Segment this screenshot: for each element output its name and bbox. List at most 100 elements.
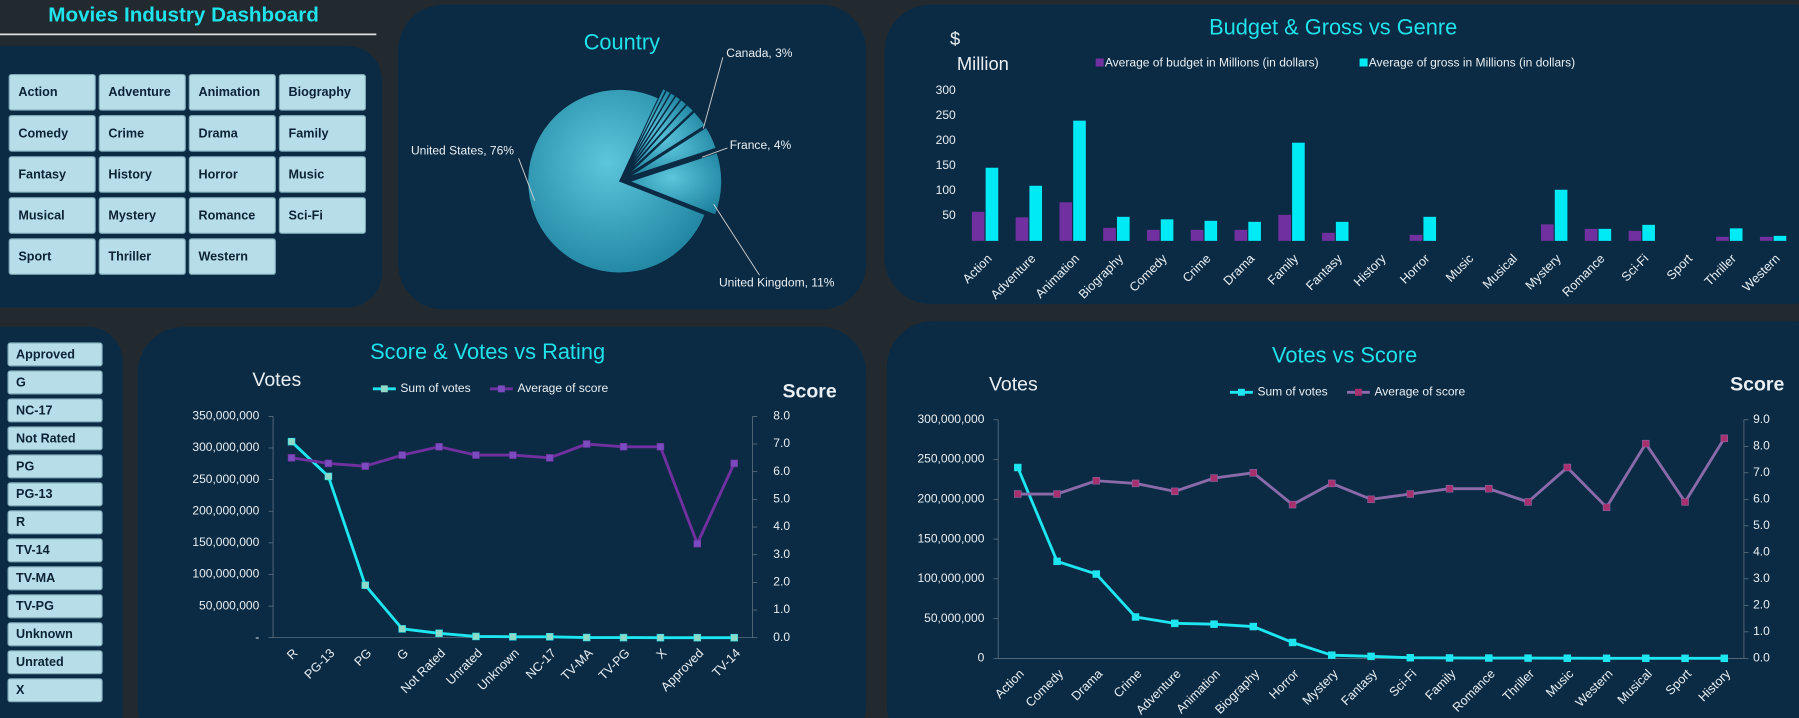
point-marker xyxy=(472,451,480,459)
chart-title: Budget & Gross vs Genre xyxy=(1209,14,1457,39)
pie-slice xyxy=(625,95,682,174)
genre-button[interactable]: Horror xyxy=(188,156,276,193)
rating-button[interactable]: Unrated xyxy=(7,650,103,675)
point-marker xyxy=(1014,463,1022,472)
rating-button[interactable]: Unknown xyxy=(7,622,103,647)
line-panel xyxy=(137,326,867,718)
point-marker xyxy=(582,440,591,448)
genre-button[interactable]: Comedy xyxy=(8,115,96,152)
genre-button[interactable]: History xyxy=(98,156,186,193)
y-tick-label: 100,000,000 xyxy=(192,567,259,581)
legend-label: Average of score xyxy=(517,381,608,395)
point-marker xyxy=(1485,654,1493,662)
button-label: R xyxy=(16,515,25,529)
button-label: TV-14 xyxy=(16,543,50,557)
rating-button[interactable]: TV-MA xyxy=(7,566,103,591)
data-label: United States, 76% xyxy=(411,144,514,158)
rating-button[interactable]: Approved xyxy=(7,342,103,367)
y2-tick-label: 5.0 xyxy=(1753,518,1770,532)
genre-button[interactable]: Fantasy xyxy=(8,156,96,193)
genre-button[interactable]: Sci-Fi xyxy=(278,197,366,234)
rating-button[interactable]: NC-17 xyxy=(7,398,103,423)
button-label: PG-13 xyxy=(16,487,52,501)
bar xyxy=(1628,230,1642,241)
y2-tick-label: 0.0 xyxy=(773,630,790,644)
button-bg xyxy=(188,73,276,111)
genre-button[interactable]: Romance xyxy=(188,197,276,234)
point-marker xyxy=(287,437,296,446)
y2-tick-label: 8.0 xyxy=(1753,438,1770,452)
point-marker xyxy=(398,625,406,633)
genre-button[interactable]: Drama xyxy=(188,115,276,152)
bar xyxy=(1642,224,1655,241)
button-label: Approved xyxy=(16,347,75,361)
genre-button[interactable]: Sport xyxy=(8,238,96,275)
button-label: Mystery xyxy=(108,208,156,222)
button-label: Fantasy xyxy=(18,167,66,181)
button-bg xyxy=(98,156,186,193)
y2-tick-label: 8.0 xyxy=(773,409,790,423)
button-bg xyxy=(98,115,186,152)
rating-button[interactable]: Not Rated xyxy=(7,426,103,451)
button-bg xyxy=(7,398,103,423)
rating-button[interactable]: G xyxy=(7,370,103,395)
legend-label: Sum of votes xyxy=(400,381,470,395)
button-label: NC-17 xyxy=(16,403,52,417)
y-tick-label: 250 xyxy=(936,108,956,122)
leader-line xyxy=(518,158,536,201)
genre-button[interactable]: Family xyxy=(278,115,366,152)
y2-tick-label: 3.0 xyxy=(1753,571,1770,585)
bar xyxy=(1322,232,1335,241)
genre-button[interactable]: Music xyxy=(278,156,366,193)
button-bg xyxy=(188,156,276,193)
rating-button[interactable]: TV-14 xyxy=(7,538,103,563)
point-marker xyxy=(1602,654,1611,663)
point-marker xyxy=(1485,484,1493,493)
rating-button[interactable]: PG xyxy=(7,454,103,479)
rating-button[interactable]: TV-PG xyxy=(7,594,103,619)
rating-button[interactable]: PG-13 xyxy=(7,482,103,507)
button-label: Music xyxy=(289,167,325,181)
bar xyxy=(1554,189,1568,241)
point-marker xyxy=(1681,498,1689,506)
chart-title: Votes vs Score xyxy=(1272,342,1417,367)
legend-swatch xyxy=(1359,58,1368,67)
y-axis-label: Million xyxy=(957,53,1009,74)
point-marker xyxy=(1210,474,1218,482)
point-marker xyxy=(730,633,738,642)
point-marker xyxy=(1053,490,1061,498)
y2-tick-label: 7.0 xyxy=(1753,465,1770,479)
genre-button[interactable]: Musical xyxy=(8,197,96,234)
point-marker xyxy=(1328,479,1336,488)
genre-button[interactable]: Biography xyxy=(278,73,366,111)
y-tick-label: 0 xyxy=(978,651,985,665)
point-marker xyxy=(1642,439,1650,448)
button-label: TV-PG xyxy=(16,599,54,613)
genre-button[interactable]: Crime xyxy=(98,115,186,152)
rating-button[interactable]: X xyxy=(7,678,103,703)
genre-button[interactable]: Mystery xyxy=(98,197,186,234)
leader-line xyxy=(713,203,760,276)
point-marker xyxy=(582,633,591,642)
button-label: Comedy xyxy=(18,126,68,140)
y2-axis-label: Score xyxy=(782,380,836,402)
bar xyxy=(1248,221,1261,241)
button-bg xyxy=(7,342,103,367)
y-tick-label: 300,000,000 xyxy=(192,440,259,454)
genre-button[interactable]: Action xyxy=(8,73,96,111)
button-label: Romance xyxy=(198,208,255,222)
y-tick-label: 150 xyxy=(936,158,956,172)
point-marker xyxy=(1328,651,1336,659)
genre-button[interactable]: Animation xyxy=(188,73,276,111)
point-marker xyxy=(1602,503,1611,511)
genre-button[interactable]: Western xyxy=(188,238,276,275)
genre-button[interactable]: Thriller xyxy=(98,238,186,275)
genre-button[interactable]: Adventure xyxy=(98,73,186,111)
button-label: PG xyxy=(16,459,34,473)
point-marker xyxy=(1720,434,1729,443)
point-marker xyxy=(1642,654,1650,663)
button-bg xyxy=(8,73,96,111)
point-marker xyxy=(1288,500,1297,509)
rating-button[interactable]: R xyxy=(7,510,103,535)
y2-tick-label: 0.0 xyxy=(1753,651,1770,665)
